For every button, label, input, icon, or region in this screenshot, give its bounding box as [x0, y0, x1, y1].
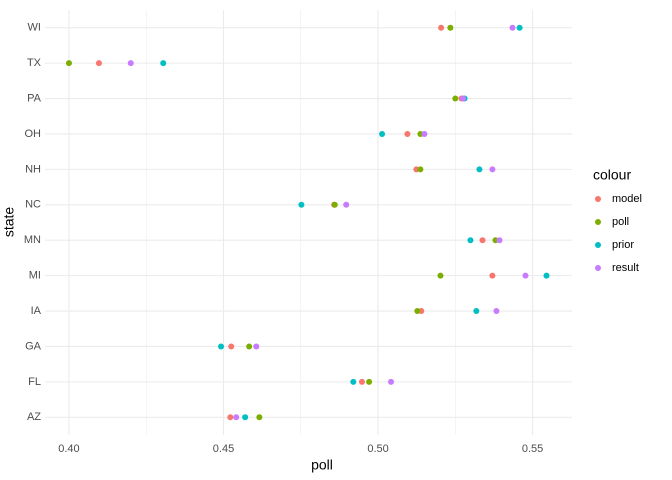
dot — [127, 60, 134, 67]
dot — [233, 414, 240, 421]
y-tick-label: IA — [31, 305, 42, 317]
grid — [45, 10, 572, 435]
dot — [447, 24, 454, 31]
y-tick-label: NH — [25, 163, 41, 175]
legend-swatch — [595, 219, 601, 225]
y-tick-label: NC — [25, 199, 41, 211]
dot — [218, 343, 225, 350]
dot — [509, 24, 516, 31]
dot — [350, 378, 357, 385]
y-tick-label: FL — [28, 376, 41, 388]
dot — [479, 237, 486, 244]
dot — [366, 378, 373, 385]
y-tick-label: PA — [27, 92, 42, 104]
dot — [493, 308, 500, 315]
y-tick-label: MN — [24, 234, 41, 246]
dot — [65, 60, 72, 67]
y-tick-label: MI — [29, 270, 41, 282]
legend-label: model — [612, 193, 642, 205]
dot — [246, 343, 253, 350]
legend-title: colour — [593, 167, 631, 183]
dot — [467, 237, 474, 244]
dot — [489, 272, 496, 279]
y-tick-label: WI — [28, 22, 41, 34]
x-tick-label: 0.50 — [367, 443, 388, 455]
dot — [388, 378, 395, 385]
legend-label: result — [612, 262, 639, 274]
dot — [460, 95, 467, 102]
dot — [516, 24, 523, 31]
legend-swatch — [595, 265, 601, 271]
dot — [476, 166, 483, 173]
y-tick-label: OH — [25, 128, 42, 140]
dot — [358, 378, 365, 385]
dot — [227, 414, 234, 421]
y-tick-label: TX — [27, 57, 42, 69]
legend-swatch — [595, 196, 601, 202]
x-tick-label: 0.55 — [522, 443, 543, 455]
y-axis-title: state — [1, 207, 17, 238]
x-tick-label: 0.45 — [213, 443, 234, 455]
y-tick-label: GA — [25, 340, 42, 352]
dot — [242, 414, 249, 421]
dot — [404, 130, 411, 137]
dot — [421, 130, 428, 137]
dot — [473, 308, 480, 315]
dot — [496, 237, 503, 244]
dot — [331, 201, 338, 208]
dot — [253, 343, 260, 350]
legend-label: poll — [612, 216, 629, 228]
dot — [95, 60, 102, 67]
dot — [417, 166, 424, 173]
legend-label: prior — [612, 239, 634, 251]
dot — [379, 130, 386, 137]
x-axis-title: poll — [311, 457, 333, 473]
dot — [160, 60, 167, 67]
dot — [438, 24, 445, 31]
x-tick-label: 0.40 — [58, 443, 79, 455]
dot — [256, 414, 263, 421]
dot — [414, 308, 421, 315]
dot — [437, 272, 444, 279]
dot — [452, 95, 459, 102]
dot — [298, 201, 305, 208]
dot — [343, 201, 350, 208]
y-tick-label: AZ — [27, 411, 41, 423]
dot — [522, 272, 529, 279]
dot — [543, 272, 550, 279]
legend-swatch — [595, 242, 601, 248]
dot — [489, 166, 496, 173]
dot — [228, 343, 235, 350]
